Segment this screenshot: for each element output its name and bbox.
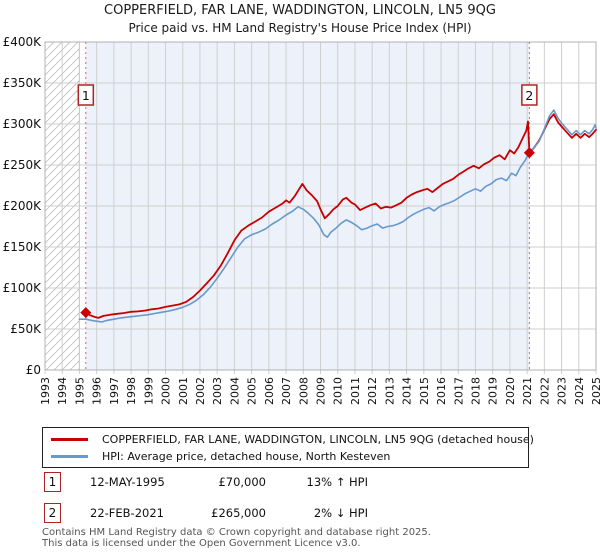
y-axis-tick-label: £400K: [3, 35, 43, 49]
x-axis-tick-label: 2016: [435, 377, 448, 405]
x-axis-tick-label: 1993: [39, 377, 52, 405]
x-axis-tick-label: 2013: [383, 377, 396, 405]
x-axis-tick-label: 2017: [452, 377, 465, 405]
x-axis-tick-label: 2025: [590, 377, 600, 405]
x-axis-tick-label: 2014: [401, 377, 414, 405]
x-axis-tick-label: 1998: [125, 377, 138, 405]
x-axis-tick-label: 1996: [91, 377, 104, 405]
x-axis-tick-label: 2005: [246, 377, 259, 405]
transaction-row-2: 2 22-FEB-2021 £265,000 2% ↓ HPI: [0, 503, 600, 524]
license-footer: Contains HM Land Registry data © Crown c…: [42, 527, 431, 549]
x-axis-tick-label: 2023: [556, 377, 569, 405]
sale-marker-point: [523, 147, 535, 159]
transaction-1-marker-badge: 1: [44, 472, 61, 492]
page-title: COPPERFIELD, FAR LANE, WADDINGTON, LINCO…: [104, 3, 496, 18]
chart-legend: COPPERFIELD, FAR LANE, WADDINGTON, LINCO…: [42, 427, 534, 468]
x-axis-tick-label: 2003: [211, 377, 224, 405]
transaction-1-hpi-relation: 13% ↑ HPI: [306, 475, 368, 489]
x-axis-tick-label: 2009: [315, 377, 328, 405]
x-axis-tick-label: 2012: [366, 377, 379, 405]
x-axis-tick-label: 2024: [573, 377, 586, 405]
hpi-line-swatch: [51, 455, 88, 458]
y-axis-tick-label: £50K: [10, 322, 42, 336]
legend-label-hpi: HPI: Average price, detached house, Nort…: [102, 450, 391, 463]
x-axis-tick-label: 2002: [194, 377, 207, 405]
x-axis-tick-label: 1997: [108, 377, 121, 405]
transaction-1-date: 12-MAY-1995: [90, 475, 165, 489]
x-axis-tick-label: 2008: [297, 377, 310, 405]
page-subtitle: Price paid vs. HM Land Registry's House …: [128, 21, 472, 35]
x-axis-tick-label: 2021: [521, 377, 534, 405]
legend-entry-property: COPPERFIELD, FAR LANE, WADDINGTON, LINCO…: [51, 431, 534, 448]
transaction-1-price: £70,000: [218, 475, 266, 489]
x-axis-tick-label: 2000: [160, 377, 173, 405]
transaction-row-1: 1 12-MAY-1995 £70,000 13% ↑ HPI: [0, 472, 600, 493]
x-axis-tick-label: 2022: [538, 377, 551, 405]
property-line-swatch: [51, 438, 88, 441]
transaction-2-date: 22-FEB-2021: [90, 506, 164, 520]
sale-number-label: 1: [82, 88, 90, 103]
y-axis-tick-label: £200K: [3, 199, 43, 213]
sale-marker-point: [80, 307, 92, 319]
y-axis-tick-label: £300K: [3, 117, 43, 131]
legend-entry-hpi: HPI: Average price, detached house, Nort…: [51, 448, 390, 465]
x-axis-tick-label: 2004: [228, 377, 241, 405]
series-property: [84, 113, 597, 319]
x-axis-tick-label: 1995: [73, 377, 86, 405]
transaction-2-marker-badge: 2: [44, 503, 61, 523]
transaction-2-hpi-relation: 2% ↓ HPI: [313, 506, 368, 520]
y-axis-tick-label: £0: [26, 363, 41, 377]
price-history-chart: £0 £50K £100K £150K £200K £250K £300K £350K £400…: [3, 35, 600, 405]
x-axis-tick-label: 2006: [263, 377, 276, 405]
y-axis-tick-label: £350K: [3, 76, 43, 90]
sale-number-label: 2: [525, 88, 533, 103]
legend-label-property: COPPERFIELD, FAR LANE, WADDINGTON, LINCO…: [102, 433, 534, 446]
sale-number-box: [77, 84, 95, 106]
x-axis-tick-label: 2018: [469, 377, 482, 405]
x-axis-tick-label: 2001: [177, 377, 190, 405]
x-axis-tick-label: 2020: [504, 377, 517, 405]
x-axis-tick-label: 2007: [280, 377, 293, 405]
x-axis-tick-label: 2010: [332, 377, 345, 405]
x-axis-tick-label: 2015: [418, 377, 431, 405]
x-axis-tick-label: 2019: [487, 377, 500, 405]
footer-line-1: Contains HM Land Registry data © Crown c…: [42, 527, 431, 538]
footer-line-2: This data is licensed under the Open Gov…: [42, 538, 361, 549]
sale-number-box: [521, 84, 538, 106]
y-axis-tick-label: £150K: [3, 240, 43, 254]
x-axis-tick-label: 1999: [142, 377, 155, 405]
y-axis-tick-label: £100K: [3, 281, 43, 295]
x-axis-tick-label: 2011: [349, 377, 362, 405]
x-axis-tick-label: 1994: [56, 377, 69, 405]
y-axis-tick-label: £250K: [3, 158, 43, 172]
transaction-2-price: £265,000: [211, 506, 266, 520]
